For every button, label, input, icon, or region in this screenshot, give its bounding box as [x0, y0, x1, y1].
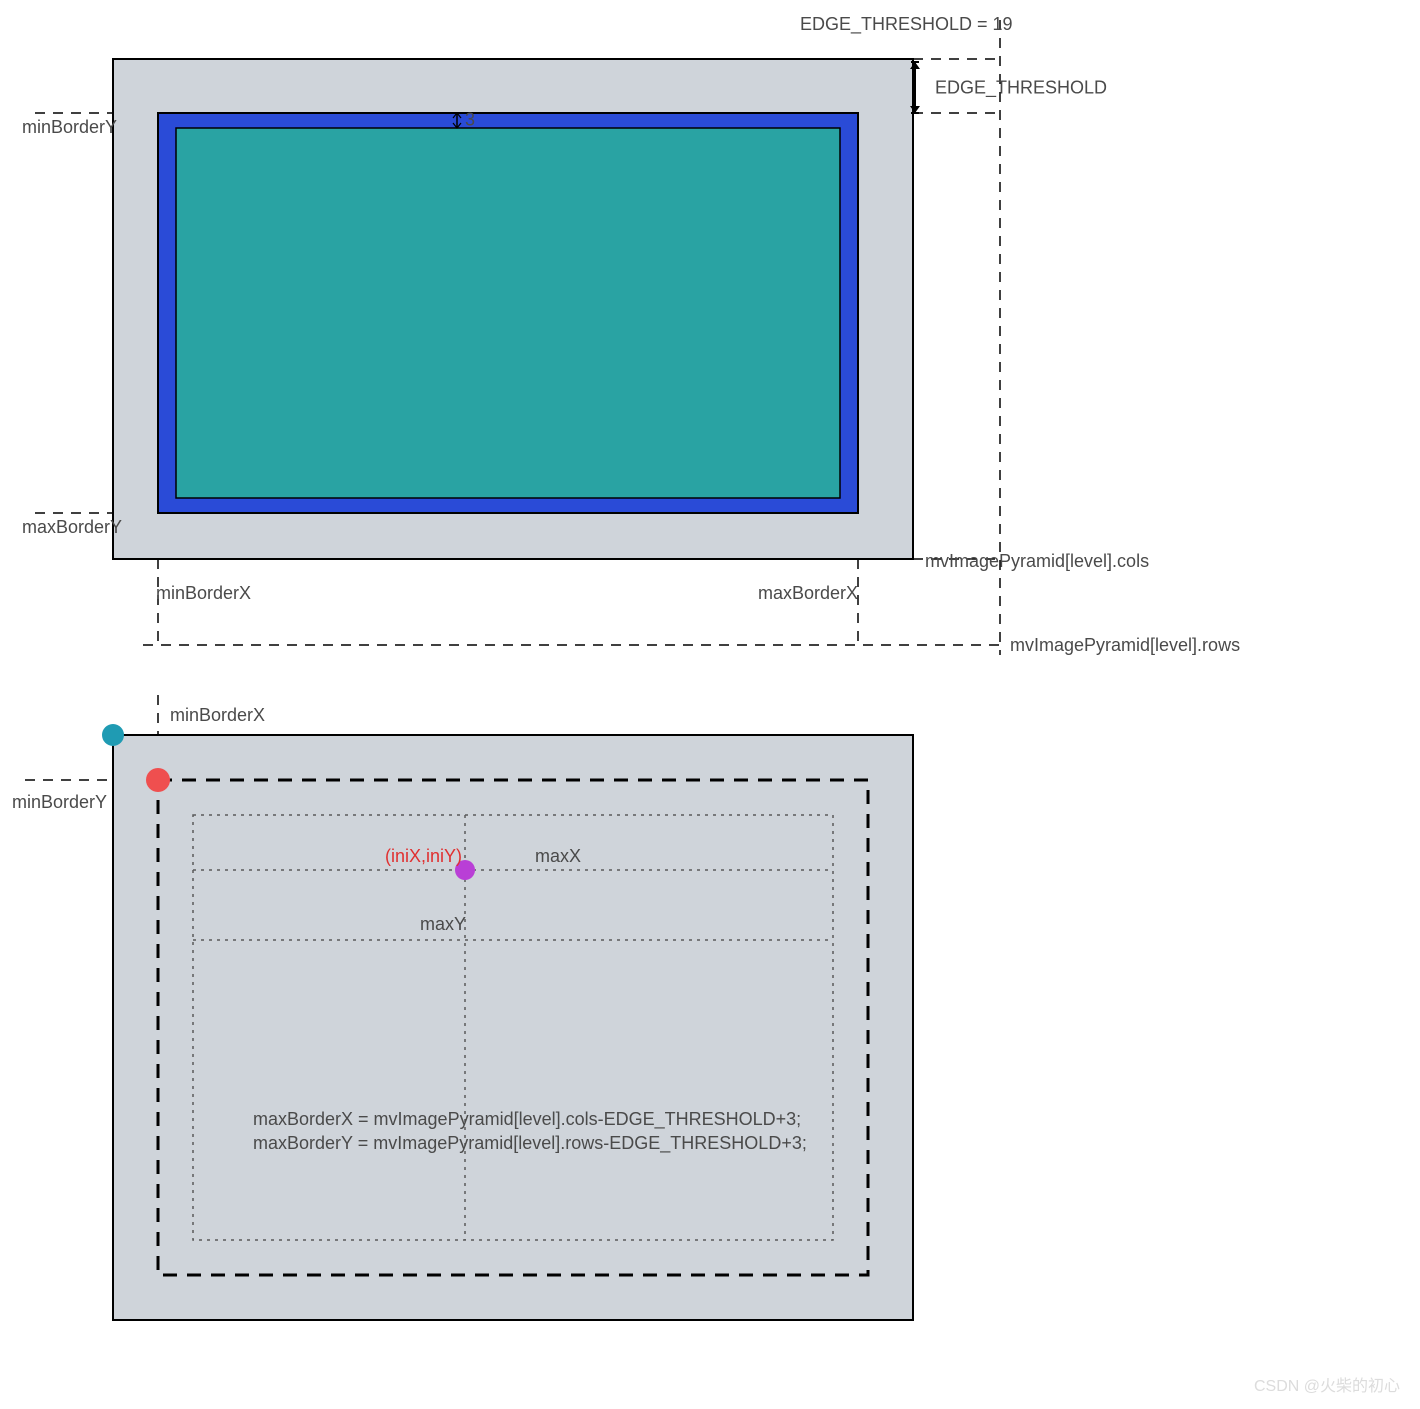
edge-threshold-eq: EDGE_THRESHOLD = 19	[800, 14, 1013, 35]
tick-3-label: 3	[465, 110, 475, 130]
top-maxBorderX: maxBorderX	[758, 583, 858, 603]
top-teal-rect	[176, 128, 840, 498]
top-minBorderX: minBorderX	[156, 583, 251, 603]
bottom-minBorderY: minBorderY	[12, 792, 107, 812]
teal-point	[102, 724, 124, 746]
iniXY-label: (iniX,iniY)	[385, 846, 462, 866]
maxX-label: maxX	[535, 846, 581, 866]
formula-2: maxBorderY = mvImagePyramid[level].rows-…	[253, 1133, 807, 1154]
top-maxBorderY: maxBorderY	[22, 517, 122, 537]
rows-label: mvImagePyramid[level].rows	[1010, 635, 1240, 655]
top-minBorderY: minBorderY	[22, 117, 117, 137]
maxY-label: maxY	[420, 914, 466, 934]
edge-threshold-label: EDGE_THRESHOLD	[935, 78, 1107, 99]
red-point	[146, 768, 170, 792]
bottom-minBorderX: minBorderX	[170, 705, 265, 725]
bottom-outer-rect	[113, 735, 913, 1320]
watermark: CSDN @火柴的初心	[1254, 1377, 1400, 1395]
formula-1: maxBorderX = mvImagePyramid[level].cols-…	[253, 1109, 801, 1130]
cols-label: mvImagePyramid[level].cols	[925, 551, 1149, 571]
